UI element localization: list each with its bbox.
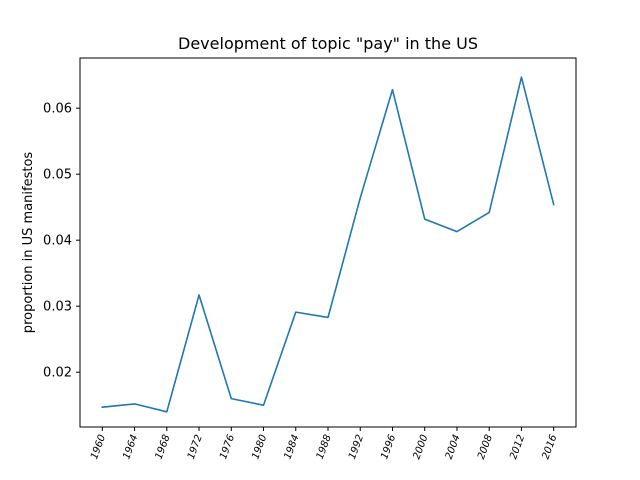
plot-frame: [79, 57, 577, 428]
x-tick-label: 1964: [121, 433, 140, 461]
x-tick-label: 1976: [218, 433, 237, 461]
x-tick-label: 2008: [476, 433, 495, 461]
x-tick-label: 2012: [508, 433, 527, 461]
y-tick-label: 0.03: [43, 300, 72, 315]
x-tick-label: 1984: [283, 433, 302, 461]
x-tick-label: 1968: [154, 433, 173, 461]
x-tick-label: 2000: [411, 433, 430, 461]
y-tick-label: 0.02: [43, 366, 72, 381]
x-tick-label: 2016: [540, 433, 559, 461]
x-tick-label: 1960: [89, 433, 108, 461]
y-tick-label: 0.06: [43, 102, 72, 117]
y-tick-label: 0.05: [43, 168, 72, 183]
x-tick-label: 2004: [444, 433, 463, 461]
x-tick-label: 1988: [315, 433, 334, 461]
chart-title: Development of topic "pay" in the US: [178, 34, 478, 53]
y-axis-label: proportion in US manifestos: [21, 152, 36, 334]
x-tick-label: 1980: [250, 433, 269, 461]
series-line: [101, 76, 555, 413]
plot-area: 0.02 0.03 0.04 0.05 0.06 1960 1964 1968 1972 1976…: [43, 57, 577, 461]
y-tick-label: 0.04: [43, 234, 72, 249]
x-tick-label: 1992: [347, 433, 366, 461]
x-tick-label: 1972: [186, 433, 205, 461]
x-tick-label: 1996: [379, 433, 398, 461]
